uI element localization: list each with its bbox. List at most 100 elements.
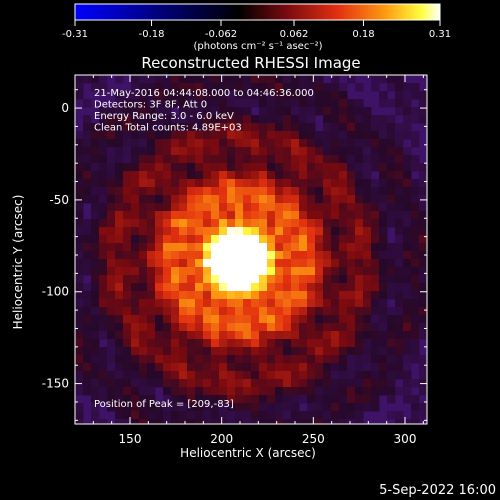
heatmap-cell bbox=[267, 251, 276, 260]
heatmap-cell bbox=[411, 379, 420, 388]
heatmap-cell bbox=[243, 363, 252, 372]
heatmap-cell bbox=[419, 163, 427, 172]
heatmap-cell bbox=[99, 355, 108, 364]
heatmap-cell bbox=[115, 75, 124, 84]
heatmap-cell bbox=[99, 171, 108, 180]
heatmap-cell bbox=[219, 235, 228, 244]
heatmap-cell bbox=[211, 155, 220, 164]
heatmap-cell bbox=[131, 99, 140, 108]
heatmap-cell bbox=[259, 219, 268, 228]
heatmap-cell bbox=[315, 243, 324, 252]
heatmap-cell bbox=[419, 91, 427, 100]
heatmap-cell bbox=[299, 331, 308, 340]
heatmap-cell bbox=[155, 371, 164, 380]
heatmap-cell bbox=[99, 107, 108, 116]
heatmap-cell bbox=[147, 387, 156, 396]
heatmap-cell bbox=[355, 187, 364, 196]
heatmap-cell bbox=[275, 299, 284, 308]
heatmap-cell bbox=[91, 379, 100, 388]
heatmap-cell bbox=[347, 75, 356, 84]
heatmap-cell bbox=[91, 347, 100, 356]
heatmap-cell bbox=[187, 75, 196, 84]
heatmap-cell bbox=[99, 115, 108, 124]
heatmap-cell bbox=[371, 395, 380, 404]
heatmap-cell bbox=[91, 371, 100, 380]
heatmap-cell bbox=[243, 115, 252, 124]
heatmap-cell bbox=[323, 155, 332, 164]
heatmap-cell bbox=[371, 355, 380, 364]
heatmap-cell bbox=[259, 195, 268, 204]
heatmap-cell bbox=[235, 347, 244, 356]
heatmap-cell bbox=[147, 131, 156, 140]
heatmap-cell bbox=[403, 363, 412, 372]
heatmap-cell bbox=[131, 379, 140, 388]
heatmap-cell bbox=[331, 251, 340, 260]
heatmap-cell bbox=[339, 163, 348, 172]
heatmap-cell bbox=[251, 315, 260, 324]
heatmap-cell bbox=[179, 259, 188, 268]
heatmap-cell bbox=[219, 315, 228, 324]
heatmap-cell bbox=[307, 307, 316, 316]
heatmap-cell bbox=[91, 75, 100, 84]
heatmap-cell bbox=[363, 171, 372, 180]
heatmap-cell bbox=[299, 219, 308, 228]
heatmap-cell bbox=[379, 339, 388, 348]
heatmap-cell bbox=[179, 371, 188, 380]
heatmap-cell bbox=[227, 211, 236, 220]
heatmap-cell bbox=[227, 147, 236, 156]
heatmap-cell bbox=[171, 355, 180, 364]
heatmap-cell bbox=[411, 155, 420, 164]
heatmap-cell bbox=[411, 243, 420, 252]
heatmap-cell bbox=[243, 155, 252, 164]
heatmap-cell bbox=[259, 75, 268, 84]
heatmap-cell bbox=[115, 195, 124, 204]
heatmap-cell bbox=[307, 283, 316, 292]
heatmap-cell bbox=[235, 171, 244, 180]
heatmap-cell bbox=[363, 139, 372, 148]
heatmap-cell bbox=[115, 363, 124, 372]
heatmap-cell bbox=[147, 299, 156, 308]
heatmap-cell bbox=[283, 171, 292, 180]
heatmap-cell bbox=[139, 387, 148, 396]
heatmap-cell bbox=[307, 75, 316, 84]
heatmap-cell bbox=[147, 171, 156, 180]
heatmap-cell bbox=[75, 371, 84, 380]
heatmap-cell bbox=[275, 323, 284, 332]
heatmap-cell bbox=[251, 115, 260, 124]
heatmap-cell bbox=[355, 211, 364, 220]
heatmap-cell bbox=[179, 419, 188, 424]
heatmap-cell bbox=[83, 339, 92, 348]
heatmap-cell bbox=[387, 411, 396, 420]
heatmap-cell bbox=[99, 275, 108, 284]
heatmap-cell bbox=[371, 299, 380, 308]
heatmap-cell bbox=[171, 403, 180, 412]
heatmap-cell bbox=[187, 339, 196, 348]
heatmap-cell bbox=[147, 107, 156, 116]
heatmap-cell bbox=[99, 187, 108, 196]
heatmap-cell bbox=[379, 283, 388, 292]
heatmap-cell bbox=[347, 179, 356, 188]
heatmap-cell bbox=[179, 267, 188, 276]
heatmap-cell bbox=[331, 331, 340, 340]
heatmap-cell bbox=[83, 371, 92, 380]
heatmap-cell bbox=[179, 75, 188, 84]
colorbar-tick-label: -0.062 bbox=[205, 29, 237, 40]
heatmap-cell bbox=[291, 155, 300, 164]
heatmap-cell bbox=[275, 139, 284, 148]
heatmap-cell bbox=[107, 147, 116, 156]
heatmap-cell bbox=[339, 387, 348, 396]
heatmap-cell bbox=[75, 283, 84, 292]
heatmap-cell bbox=[235, 163, 244, 172]
heatmap-cell bbox=[403, 243, 412, 252]
heatmap-cell bbox=[307, 299, 316, 308]
heatmap-cell bbox=[123, 187, 132, 196]
heatmap-cell bbox=[323, 251, 332, 260]
heatmap-cell bbox=[235, 203, 244, 212]
heatmap-cell bbox=[219, 331, 228, 340]
heatmap-cell bbox=[203, 171, 212, 180]
heatmap-cell bbox=[211, 275, 220, 284]
heatmap-cell bbox=[187, 347, 196, 356]
heatmap-cell bbox=[171, 307, 180, 316]
heatmap-cell bbox=[299, 171, 308, 180]
heatmap-cell bbox=[91, 331, 100, 340]
